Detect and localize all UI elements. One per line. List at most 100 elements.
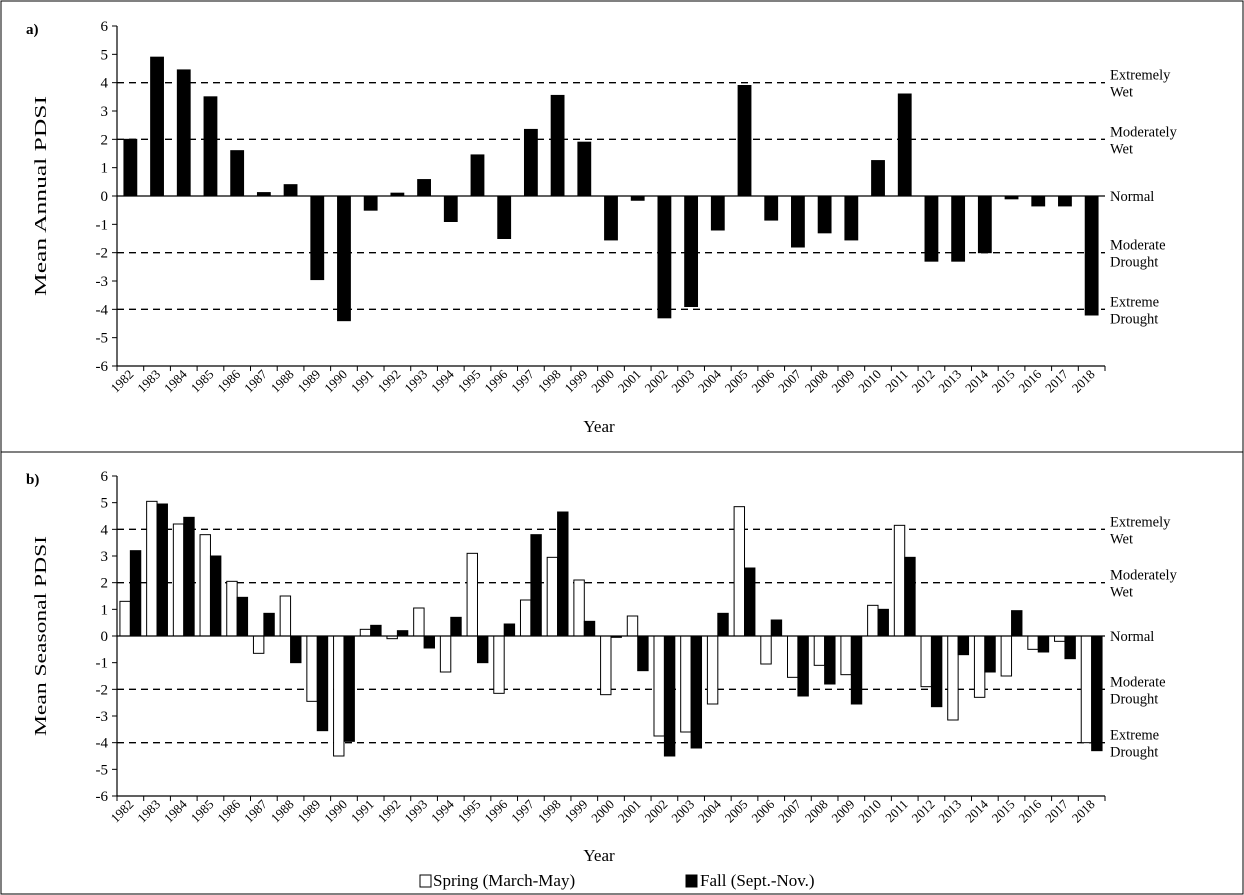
bar-spring-1985 — [199, 534, 211, 637]
bar-fall-1991 — [370, 624, 382, 637]
x-axis-title: Year — [583, 417, 615, 436]
bar-spring-1987 — [252, 635, 265, 654]
x-tick-label: 1982 — [107, 367, 136, 396]
x-tick-label: 2018 — [1069, 367, 1098, 396]
bar-spring-1986 — [226, 580, 238, 637]
y-tick-label: -3 — [96, 274, 109, 290]
bar-fall-2014 — [984, 635, 996, 673]
y-tick-label: 6 — [101, 469, 109, 485]
bar-fall-2013 — [957, 635, 970, 656]
x-tick-label: 1999 — [561, 797, 590, 826]
bar-annual-2013 — [951, 195, 966, 262]
y-tick-label: 3 — [101, 549, 109, 565]
x-tick-label: 1991 — [348, 797, 377, 826]
x-tick-label: 1984 — [161, 366, 190, 395]
x-tick-label: 2017 — [1042, 366, 1071, 395]
x-tick-label: 2004 — [695, 366, 724, 395]
x-tick-label: 2007 — [775, 796, 804, 825]
x-tick-label: 2007 — [775, 366, 804, 395]
bar-fall-2016 — [1037, 635, 1050, 653]
threshold-label: Drought — [1110, 311, 1158, 327]
y-tick-label: -6 — [96, 359, 109, 375]
panel-a-chart: a)Mean Annual PDSIExtremelyWetModerately… — [26, 19, 1178, 436]
x-tick-label: 1991 — [348, 367, 377, 396]
bar-fall-1997 — [530, 534, 542, 637]
x-tick-label: 2005 — [722, 367, 751, 396]
bar-annual-1989 — [310, 195, 325, 281]
bar-spring-2003 — [680, 635, 692, 733]
y-tick-label: -5 — [96, 331, 109, 347]
y-tick-label: -3 — [96, 709, 109, 725]
bar-fall-2001 — [637, 635, 649, 672]
x-tick-label: 2009 — [828, 367, 857, 396]
x-tick-label: 2010 — [855, 797, 884, 826]
legend-swatch-spring — [419, 874, 432, 888]
y-axis-title: Mean Annual PDSI — [31, 96, 50, 296]
bar-annual-2012 — [924, 195, 939, 262]
bar-fall-1998 — [557, 511, 569, 637]
bar-fall-2009 — [850, 635, 863, 705]
x-tick-label: 1988 — [268, 797, 297, 826]
x-tick-label: 1984 — [161, 796, 190, 825]
bar-annual-1994 — [443, 195, 458, 222]
bar-annual-2010 — [871, 160, 885, 197]
y-tick-label: 3 — [101, 104, 109, 120]
bar-fall-2012 — [930, 635, 943, 708]
bar-spring-1996 — [493, 635, 505, 694]
x-tick-label: 1985 — [188, 367, 217, 396]
y-tick-label: 4 — [101, 522, 109, 538]
threshold-label: Normal — [1110, 189, 1154, 205]
y-tick-label: 1 — [101, 602, 109, 618]
legend-label-fall: Fall (Sept.-Nov.) — [700, 871, 815, 890]
y-tick-label: 5 — [101, 47, 109, 63]
bar-spring-1997 — [519, 599, 532, 637]
bar-fall-1995 — [476, 635, 489, 664]
bar-fall-1983 — [156, 503, 168, 637]
bar-spring-2018 — [1080, 635, 1093, 744]
x-tick-label: 2017 — [1042, 796, 1071, 825]
bar-annual-2000 — [604, 195, 618, 241]
bar-spring-1989 — [306, 635, 318, 702]
bar-fall-1982 — [129, 550, 142, 637]
bar-fall-2004 — [717, 612, 729, 637]
y-tick-label: -4 — [96, 736, 109, 752]
x-tick-label: 1989 — [294, 797, 323, 826]
x-tick-label: 2009 — [828, 797, 857, 826]
threshold-label: Wet — [1110, 585, 1133, 601]
threshold-label: Moderate — [1110, 674, 1166, 690]
bar-fall-1999 — [583, 620, 596, 637]
threshold-label: Extreme — [1110, 728, 1159, 744]
x-tick-label: 1999 — [561, 367, 590, 396]
x-tick-label: 2005 — [722, 797, 751, 826]
bar-annual-1990 — [337, 195, 351, 322]
bar-annual-1985 — [203, 96, 218, 197]
bar-fall-1992 — [396, 630, 409, 637]
x-axis-title: Year — [583, 846, 615, 865]
bar-fall-2003 — [690, 635, 703, 749]
x-tick-label: 1993 — [401, 797, 430, 826]
threshold-label: Wet — [1110, 141, 1133, 157]
bar-fall-1984 — [183, 516, 195, 637]
bar-spring-1999 — [573, 579, 585, 637]
x-tick-label: 1985 — [188, 797, 217, 826]
x-tick-label: 2003 — [668, 797, 697, 826]
legend-label-spring: Spring (March-May) — [433, 871, 575, 890]
x-tick-label: 2000 — [588, 797, 617, 826]
x-tick-label: 2001 — [615, 797, 644, 826]
x-tick-label: 2003 — [668, 367, 697, 396]
x-tick-label: 1992 — [375, 367, 404, 396]
bar-annual-1982 — [123, 138, 138, 197]
y-tick-label: -2 — [96, 246, 109, 262]
x-tick-label: 1994 — [428, 366, 457, 395]
bar-annual-2011 — [897, 93, 912, 197]
x-tick-label: 2013 — [935, 367, 964, 396]
x-tick-label: 1983 — [134, 797, 163, 826]
bar-annual-1986 — [230, 150, 245, 197]
bar-annual-2009 — [844, 195, 859, 241]
x-tick-label: 1998 — [535, 797, 564, 826]
bar-spring-1984 — [172, 523, 185, 637]
bar-annual-2007 — [791, 195, 805, 248]
x-tick-label: 1988 — [268, 367, 297, 396]
bar-annual-2014 — [977, 195, 992, 254]
x-tick-label: 2014 — [962, 366, 991, 395]
